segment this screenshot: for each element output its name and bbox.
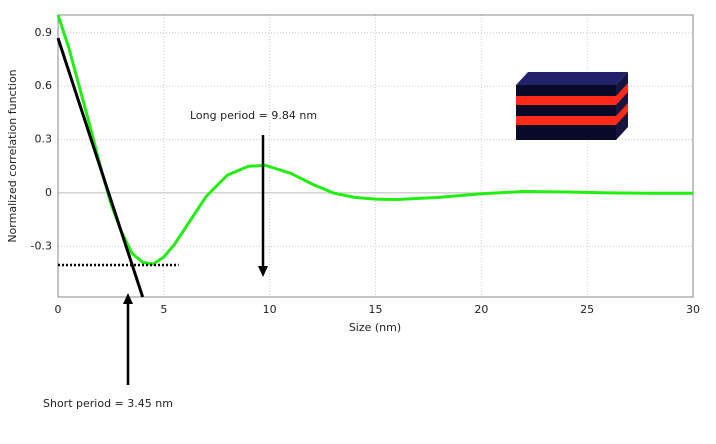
plot-frame [57, 14, 694, 298]
y-tick-label: 0.3 [35, 133, 53, 146]
x-tick-label: 25 [580, 303, 594, 316]
y-tick-label: 0 [45, 186, 52, 199]
series-line [56, 37, 145, 298]
x-tick-label: 10 [263, 303, 277, 316]
annotation: Long period = 9.84 nm [190, 109, 317, 122]
marks [56, 14, 693, 298]
x-tick-label: 5 [160, 303, 167, 316]
y-tick-label: -0.3 [31, 239, 52, 252]
arrows [123, 135, 268, 385]
y-axis-label: Normalized correlation function [6, 69, 19, 242]
x-tick-label: 15 [369, 303, 383, 316]
x-axis-label: Size (nm) [349, 321, 401, 334]
x-tick-label: 20 [474, 303, 488, 316]
x-tick-label: 30 [686, 303, 700, 316]
annotation: Short period = 3.45 nm [43, 397, 173, 410]
lamella-icon [516, 72, 628, 140]
y-tick-label: 0.9 [35, 26, 53, 39]
y-tick-label: 0.6 [35, 79, 53, 92]
x-tick-label: 0 [55, 303, 62, 316]
